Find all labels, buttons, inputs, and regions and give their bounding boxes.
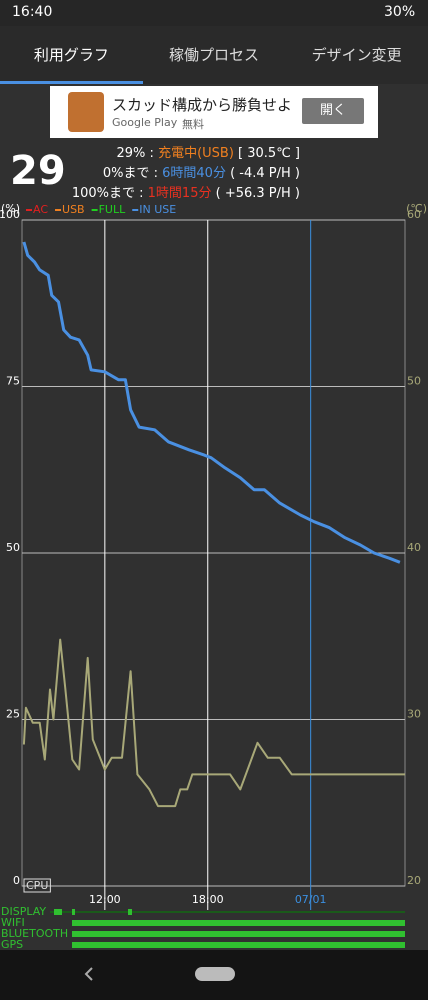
text: ( +56.3 P/H ) bbox=[211, 186, 300, 201]
text: 100%まで : bbox=[71, 186, 148, 201]
legend-label: AC bbox=[33, 203, 48, 216]
time: 1時間15分 bbox=[147, 186, 212, 201]
y-tick-label: 100 bbox=[0, 208, 20, 221]
x-tick-label: 07/01 bbox=[295, 893, 327, 906]
y2-tick-label: 20 bbox=[407, 874, 421, 887]
status-bar: 16:40 30% bbox=[0, 0, 428, 26]
battery-big: 29 bbox=[10, 148, 66, 194]
charge-state: 充電中(USB) bbox=[158, 146, 234, 161]
ad-price: 無料 bbox=[182, 118, 204, 131]
tab[interactable]: 利用グラフ bbox=[0, 26, 143, 84]
legend-label: IN USE bbox=[139, 203, 176, 216]
ad-button[interactable]: 開く bbox=[302, 98, 364, 124]
tab[interactable]: デザイン変更 bbox=[311, 46, 402, 64]
ad-title: スカッド構成から勝負せよ bbox=[112, 96, 293, 114]
cpu-box bbox=[23, 878, 51, 893]
x-tick-label: 18:00 bbox=[192, 893, 224, 906]
text: 0%まで : bbox=[102, 166, 163, 181]
status-line: 100%まで : 1時間15分 ( +56.3 P/H ) bbox=[0, 182, 300, 201]
usage-label: DISPLAY bbox=[1, 905, 46, 918]
usage-segment bbox=[54, 909, 62, 915]
text: [ 30.5℃ ] bbox=[233, 146, 300, 161]
usage-bar bbox=[72, 942, 405, 948]
usage-bar bbox=[72, 931, 405, 937]
status-line: 0%まで : 6時間40分 ( -4.4 P/H ) bbox=[0, 162, 300, 181]
tab[interactable]: 稼働プロセス bbox=[169, 46, 260, 64]
y2-axis-label: (℃) bbox=[406, 202, 427, 215]
series-line bbox=[22, 638, 405, 808]
legend-swatch bbox=[55, 209, 62, 211]
legend-swatch bbox=[91, 209, 98, 211]
y2-tick-label: 30 bbox=[407, 708, 421, 721]
ad-banner[interactable]: スカッド構成から勝負せよ Google Play 無料 開く bbox=[50, 86, 378, 138]
cpu-label: CPU bbox=[26, 879, 48, 892]
time: 6時間40分 bbox=[162, 166, 226, 181]
y2-tick-label: 60 bbox=[407, 208, 421, 221]
clock: 16:40 bbox=[12, 4, 53, 20]
legend-label: USB bbox=[62, 203, 85, 216]
y-tick-label: 25 bbox=[6, 708, 20, 721]
text: ( -4.4 P/H ) bbox=[225, 166, 300, 181]
summary: 29 29% : 充電中(USB) [ 30.5℃ ] 0%まで : 6時間40… bbox=[0, 140, 428, 202]
y2-tick-label: 50 bbox=[407, 375, 421, 388]
usage-label: GPS bbox=[1, 938, 23, 951]
usage-label: BLUETOOTH bbox=[1, 927, 68, 940]
text: 29% : bbox=[116, 146, 159, 161]
home-button[interactable] bbox=[195, 967, 235, 981]
battery-level: 30% bbox=[384, 4, 416, 20]
y-axis-label: (%) bbox=[1, 202, 20, 215]
series-line bbox=[22, 241, 401, 564]
y-tick-label: 0 bbox=[13, 874, 20, 887]
y2-tick-label: 40 bbox=[407, 541, 421, 554]
legend-swatch bbox=[26, 209, 32, 211]
ad-store: Google Play bbox=[112, 116, 178, 129]
legend-label: FULL bbox=[99, 203, 127, 216]
back-button[interactable] bbox=[84, 967, 93, 981]
ad-icon bbox=[68, 92, 104, 132]
y-tick-label: 75 bbox=[6, 375, 20, 388]
usage-label: WIFI bbox=[1, 916, 25, 929]
tab-bar: 利用グラフ 稼働プロセス デザイン変更 bbox=[0, 26, 428, 84]
status-line: 29% : 充電中(USB) [ 30.5℃ ] bbox=[0, 142, 300, 161]
usage-segment bbox=[72, 909, 75, 915]
usage-segment bbox=[128, 909, 132, 915]
usage-bar bbox=[72, 920, 405, 926]
x-tick-label: 12:00 bbox=[89, 893, 121, 906]
legend-swatch bbox=[132, 209, 139, 211]
y-tick-label: 50 bbox=[6, 541, 20, 554]
